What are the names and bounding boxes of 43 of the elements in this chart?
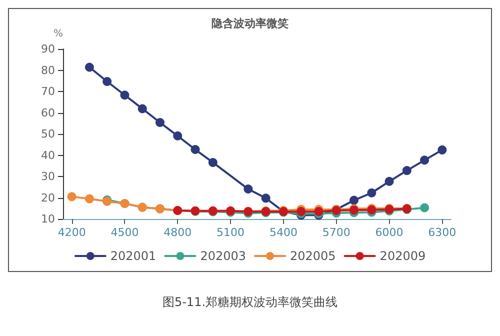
legend-label: 202001 bbox=[110, 249, 156, 263]
point bbox=[244, 184, 253, 194]
y-tick-label: 70 bbox=[41, 85, 55, 98]
point bbox=[102, 77, 112, 86]
y-tick-label: 20 bbox=[41, 191, 55, 204]
x-tick-label: 5700 bbox=[322, 226, 350, 239]
point bbox=[420, 203, 430, 212]
x-tick-label: 4200 bbox=[58, 226, 86, 239]
legend-label: 202005 bbox=[290, 249, 336, 263]
point bbox=[350, 196, 358, 205]
y-tick-label: 50 bbox=[41, 128, 55, 140]
point bbox=[84, 194, 94, 204]
point bbox=[84, 62, 94, 72]
y-tick-label: 80 bbox=[41, 64, 55, 77]
y-tick-label: 30 bbox=[41, 170, 55, 183]
point bbox=[173, 131, 182, 140]
caption: 图5-11.郑糖期权波动率微笑曲线 bbox=[161, 294, 339, 311]
y-tick-label: 40 bbox=[41, 148, 55, 162]
legend-label: 202009 bbox=[380, 249, 426, 263]
point bbox=[367, 188, 376, 198]
y-tick-label: 10 bbox=[41, 212, 55, 226]
point bbox=[138, 104, 147, 114]
point bbox=[438, 145, 447, 154]
point bbox=[208, 158, 218, 167]
point bbox=[261, 194, 270, 203]
y-tick-label: 90 bbox=[41, 42, 55, 56]
point bbox=[420, 156, 430, 165]
y-tick-label: 60 bbox=[41, 106, 55, 120]
y-axis-title: % bbox=[53, 28, 63, 40]
point bbox=[402, 166, 412, 176]
x-tick-label: 6000 bbox=[375, 226, 404, 239]
x-tick-label: 5400 bbox=[269, 226, 298, 239]
x-tick-label: 4800 bbox=[164, 226, 192, 239]
point bbox=[120, 90, 130, 100]
point bbox=[156, 118, 164, 128]
x-tick-label: 4500 bbox=[110, 226, 139, 239]
x-tick-label: 6300 bbox=[428, 226, 456, 239]
point bbox=[384, 176, 394, 186]
legend-label: 202003 bbox=[200, 249, 246, 263]
point bbox=[67, 192, 76, 202]
chart-title: 隐含波动率微笑 bbox=[212, 17, 288, 30]
x-tick-label: 5100 bbox=[216, 226, 245, 239]
point bbox=[190, 145, 200, 154]
